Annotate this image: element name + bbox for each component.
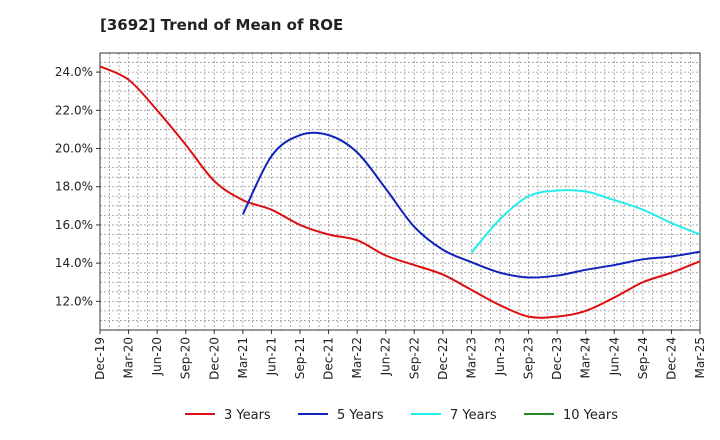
x-axis: Dec-19 Mar-20 Jun-20 Sep-20 Dec-20 Mar-21 Jun-…: [93, 330, 707, 380]
x-tick-label: Dec-24: [664, 337, 678, 380]
series-line-7-years: [470, 189, 701, 254]
x-tick-label: Jun-24: [607, 337, 621, 376]
x-tick-label: Dec-20: [207, 337, 221, 380]
plot-area: [99, 52, 701, 331]
y-tick-label: 22.0%: [55, 103, 93, 117]
x-tick-label: Sep-20: [179, 337, 193, 379]
x-tick-label: Jun-20: [150, 337, 164, 376]
x-tick-label: Jun-21: [264, 337, 278, 376]
chart-title: [3692] Trend of Mean of ROE: [100, 16, 343, 34]
legend: 3 Years 5 Years 7 Years 10 Years: [185, 408, 618, 423]
y-tick-label: 14.0%: [55, 256, 93, 270]
plot-frame: [99, 52, 701, 331]
legend-label: 7 Years: [450, 408, 497, 423]
y-tick-label: 12.0%: [55, 294, 93, 308]
y-tick-label: 18.0%: [55, 180, 93, 194]
x-tick-label: Mar-24: [579, 337, 593, 378]
legend-label: 3 Years: [224, 408, 271, 423]
x-tick-label: Sep-24: [636, 337, 650, 379]
x-tick-label: Jun-23: [493, 337, 507, 376]
legend-label: 10 Years: [563, 408, 618, 423]
series-line-3-years: [99, 65, 701, 319]
x-tick-label: Mar-20: [122, 337, 136, 378]
series-lines: [99, 65, 701, 319]
x-tick-label: Mar-25: [693, 337, 707, 378]
y-axis: 12.0% 14.0% 16.0% 18.0% 20.0% 22.0% 24.0%: [55, 65, 100, 308]
y-tick-label: 20.0%: [55, 142, 93, 156]
x-tick-label: Mar-22: [350, 337, 364, 378]
x-tick-label: Dec-23: [550, 337, 564, 380]
y-tick-label: 16.0%: [55, 218, 93, 232]
x-tick-label: Dec-22: [436, 337, 450, 380]
x-tick-label: Mar-23: [464, 337, 478, 378]
plot-background: [100, 53, 700, 330]
x-tick-label: Sep-22: [407, 337, 421, 379]
x-tick-label: Sep-23: [522, 337, 536, 379]
x-tick-label: Dec-19: [93, 337, 107, 380]
x-tick-label: Dec-21: [322, 337, 336, 380]
x-tick-label: Sep-21: [293, 337, 307, 379]
x-tick-label: Mar-21: [236, 337, 250, 378]
y-tick-label: 24.0%: [55, 65, 93, 79]
legend-label: 5 Years: [337, 408, 384, 423]
x-tick-label: Jun-22: [379, 337, 393, 376]
series-line-5-years: [241, 131, 701, 279]
